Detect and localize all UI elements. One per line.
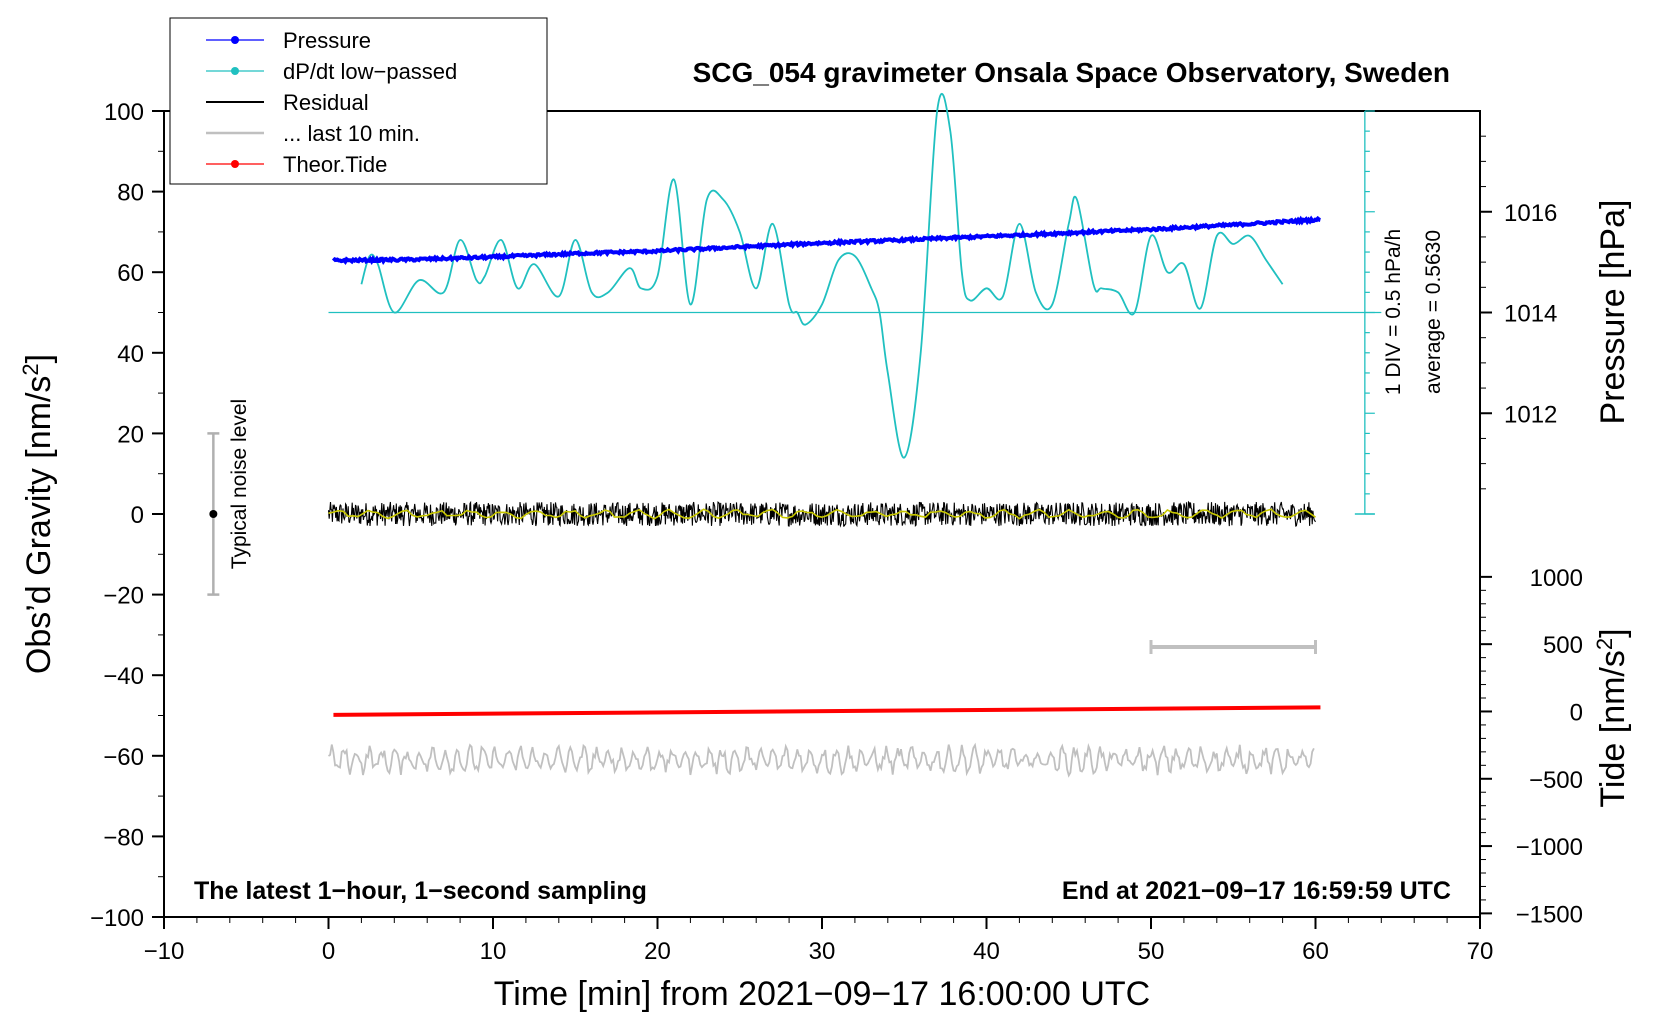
pressure-tick-label: 1014 <box>1504 301 1557 328</box>
legend-label-last10: ... last 10 min. <box>283 121 420 146</box>
series-dpdt <box>360 93 1284 459</box>
y-tick-label: 80 <box>117 180 144 207</box>
dpdt-scale-label: 1 DIV = 0.5 hPa/h <box>1382 229 1405 395</box>
y-tick-label: −80 <box>103 824 144 851</box>
legend-label-dpdt: dP/dt low−passed <box>283 59 457 84</box>
legend: Pressure dP/dt low−passed Residual ... l… <box>169 17 548 185</box>
axis-ticks <box>152 110 1492 929</box>
y-tick-label: 0 <box>131 502 144 529</box>
pressure-tick-label: 1012 <box>1504 401 1557 428</box>
noise-bar-center <box>209 510 218 518</box>
y-axis-label-gravity: Obs’d Gravity [nm/s2] <box>18 354 58 674</box>
annotation-sampling: The latest 1−hour, 1−second sampling <box>194 877 647 905</box>
y-tick-label: −40 <box>103 663 144 690</box>
x-tick-label: 10 <box>480 938 507 965</box>
y-tick-label: 40 <box>117 341 144 368</box>
x-tick-label: 30 <box>809 938 836 965</box>
legend-label-tide: Theor.Tide <box>283 152 387 177</box>
series-residual-smoothed <box>328 508 1316 520</box>
series-pressure <box>331 215 1321 266</box>
dpdt-average-label: average = 0.5630 <box>1422 230 1445 394</box>
legend-marker-tide <box>231 160 239 168</box>
x-tick-label: 50 <box>1138 938 1165 965</box>
x-tick-label: 70 <box>1467 938 1494 965</box>
y-tick-label: 60 <box>117 260 144 287</box>
y-axis-label-tide: Tide [nm/s2] <box>1592 628 1632 807</box>
pressure-tick-label: 1016 <box>1504 200 1557 227</box>
x-axis-label: Time [min] from 2021−09−17 16:00:00 UTC <box>494 975 1150 1013</box>
tide-tick-label: 0 <box>1570 699 1583 726</box>
x-tick-label: −10 <box>144 938 185 965</box>
annotation-end-time: End at 2021−09−17 16:59:59 UTC <box>1062 877 1451 905</box>
x-tick-label: 60 <box>1302 938 1329 965</box>
y-tick-label: −60 <box>103 744 144 771</box>
y-tick-label: 20 <box>117 421 144 448</box>
series-last10 <box>327 742 1315 778</box>
tide-tick-label: 500 <box>1543 632 1583 659</box>
series-tide <box>333 705 1321 717</box>
x-tick-label: 0 <box>322 938 335 965</box>
y-axis-label-pressure: Pressure [hPa] <box>1594 200 1632 425</box>
legend-marker-pressure <box>231 36 239 44</box>
x-tick-label: 20 <box>644 938 671 965</box>
tide-tick-label: −1000 <box>1516 834 1583 861</box>
legend-label-pressure: Pressure <box>283 28 371 53</box>
y-tick-label: −100 <box>90 905 144 932</box>
series-residual <box>327 500 1316 528</box>
series-layer <box>207 93 1382 778</box>
legend-marker-dpdt <box>231 67 239 75</box>
chart-title: SCG_054 gravimeter Onsala Space Observat… <box>693 57 1450 88</box>
tide-tick-label: −500 <box>1529 767 1583 794</box>
legend-label-residual: Residual <box>283 90 369 115</box>
x-tick-label: 40 <box>973 938 1000 965</box>
tide-tick-label: 1000 <box>1530 565 1583 592</box>
noise-level-label: Typical noise level <box>228 399 251 569</box>
y-tick-label: −20 <box>103 583 144 610</box>
tide-tick-label: −1500 <box>1516 901 1583 928</box>
tick-labels: −10 0 10 20 30 40 50 60 70−100−80−60−40−20020406… <box>90 99 1583 965</box>
y-tick-label: 100 <box>104 99 144 126</box>
